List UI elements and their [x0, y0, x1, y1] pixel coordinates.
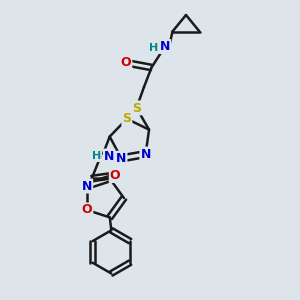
- Text: N: N: [160, 40, 170, 53]
- Text: S: S: [122, 112, 131, 125]
- Text: N: N: [82, 179, 92, 193]
- Text: O: O: [110, 169, 120, 182]
- Text: S: S: [132, 101, 141, 115]
- Text: H: H: [149, 43, 158, 53]
- Text: N: N: [140, 148, 151, 160]
- Text: O: O: [121, 56, 131, 70]
- Text: H: H: [92, 151, 101, 161]
- Text: N: N: [104, 150, 114, 163]
- Text: N: N: [116, 152, 127, 165]
- Text: O: O: [82, 203, 92, 217]
